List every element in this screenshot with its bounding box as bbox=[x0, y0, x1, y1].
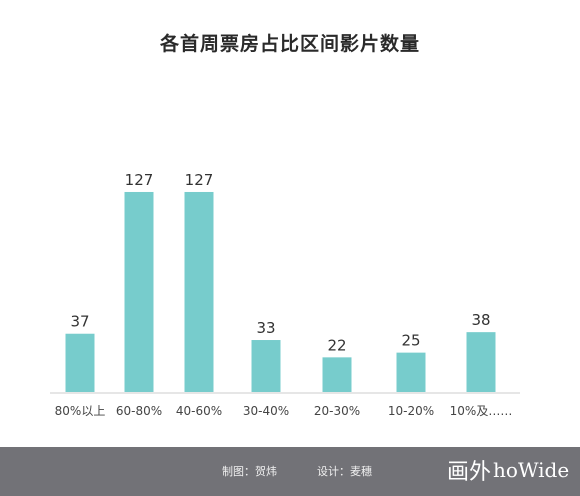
x-tick-label-0: 80%以上 bbox=[55, 404, 106, 418]
bar-chart: 37 80%以上 127 60-80% 127 40-60% 33 30-40% 22 20-30… bbox=[50, 171, 520, 418]
x-tick-label-6: 10%及…… bbox=[450, 404, 513, 418]
data-label-1: 127 bbox=[125, 171, 154, 189]
x-tick-label-4: 20-30% bbox=[314, 404, 360, 418]
bar-2 bbox=[184, 191, 214, 392]
bar-4 bbox=[322, 357, 352, 392]
data-label-5: 25 bbox=[401, 332, 420, 350]
data-label-0: 37 bbox=[70, 313, 89, 331]
x-tick-label-1: 60-80% bbox=[116, 404, 162, 418]
bar-5 bbox=[396, 352, 426, 392]
designer-credit: 设计：麦穗 bbox=[317, 465, 372, 478]
bar-6 bbox=[466, 332, 496, 392]
brand-logo-cn: 画外 bbox=[447, 460, 492, 485]
bar-1 bbox=[124, 191, 154, 392]
maker-credit: 制图：贺炜 bbox=[222, 465, 277, 478]
chart-title: 各首周票房占比区间影片数量 bbox=[159, 33, 420, 55]
brand-logo-en: hoWide bbox=[493, 458, 570, 482]
data-label-6: 38 bbox=[471, 311, 490, 329]
bar-0 bbox=[65, 333, 95, 392]
data-label-4: 22 bbox=[327, 336, 346, 354]
bar-3 bbox=[251, 340, 281, 392]
x-tick-label-2: 40-60% bbox=[176, 404, 222, 418]
x-tick-label-3: 30-40% bbox=[243, 404, 289, 418]
x-tick-label-5: 10-20% bbox=[388, 404, 434, 418]
footer-bar: 制图：贺炜 设计：麦穗 画外 hoWide bbox=[0, 447, 580, 496]
data-label-2: 127 bbox=[185, 171, 214, 189]
brand-logo: 画外 hoWide bbox=[447, 455, 569, 485]
data-label-3: 33 bbox=[256, 319, 275, 337]
